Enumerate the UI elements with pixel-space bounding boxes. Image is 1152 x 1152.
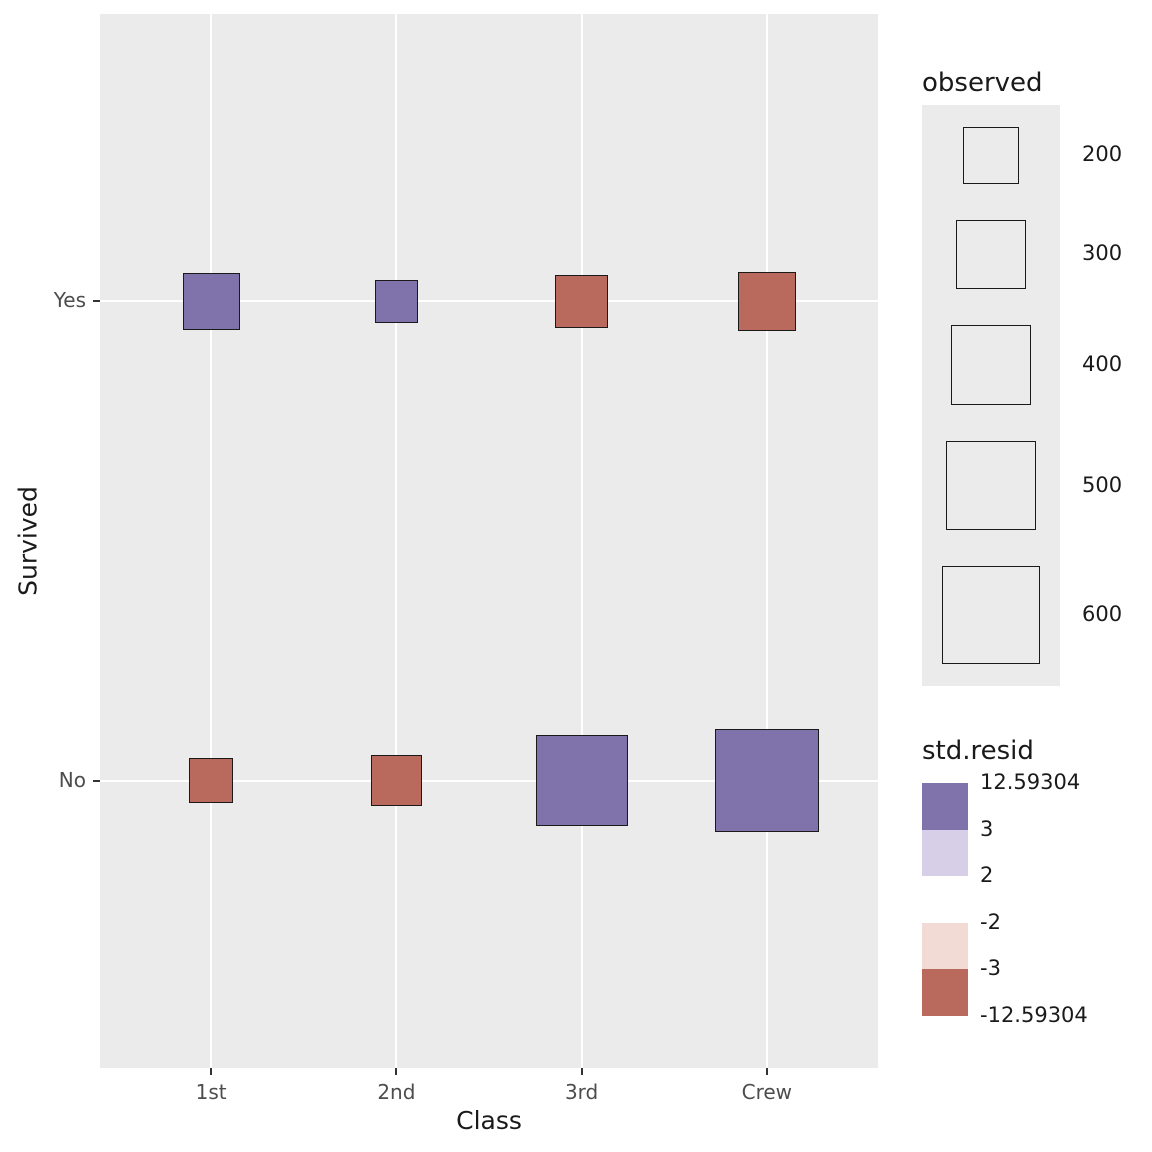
size-legend-label: 400 bbox=[1082, 351, 1123, 376]
fill-legend-segment bbox=[922, 922, 968, 970]
size-legend-label: 600 bbox=[1082, 602, 1123, 627]
plot-square bbox=[535, 734, 628, 827]
x-tick-label: Crew bbox=[741, 1080, 793, 1104]
plot-square bbox=[189, 758, 234, 803]
size-legend-label: 200 bbox=[1082, 142, 1123, 167]
fill-legend-segment bbox=[922, 876, 968, 923]
fill-legend-label: 12.59304 bbox=[980, 770, 1081, 794]
plot-square bbox=[370, 754, 423, 807]
size-legend-key bbox=[962, 127, 1020, 184]
y-tick-label: Yes bbox=[53, 288, 86, 313]
plot-square bbox=[374, 279, 419, 324]
y-gridline bbox=[100, 779, 878, 782]
size-legend-label: 500 bbox=[1082, 472, 1123, 497]
size-legend-label: 300 bbox=[1082, 241, 1123, 266]
y-tick-label: No bbox=[58, 767, 86, 792]
fill-legend-label: 3 bbox=[980, 816, 994, 841]
x-gridline bbox=[580, 14, 583, 1068]
y-tick-mark bbox=[93, 779, 100, 782]
x-tick-label: 2nd bbox=[377, 1080, 416, 1104]
plot-square bbox=[737, 272, 796, 331]
plot-panel bbox=[100, 14, 878, 1068]
fill-legend-label: 2 bbox=[980, 863, 994, 888]
size-legend-key bbox=[951, 324, 1031, 405]
x-tick-mark bbox=[580, 1068, 583, 1075]
plot-square bbox=[554, 274, 609, 329]
size-legend-key bbox=[946, 440, 1036, 531]
y-gridline bbox=[100, 300, 878, 303]
y-axis-title: Survived bbox=[13, 486, 43, 596]
plot-square bbox=[714, 728, 819, 833]
fill-legend-label: -2 bbox=[980, 909, 1001, 934]
x-axis-title: Class bbox=[456, 1106, 522, 1135]
x-gridline bbox=[210, 14, 213, 1068]
x-tick-mark bbox=[210, 1068, 213, 1075]
x-gridline bbox=[395, 14, 398, 1068]
x-tick-mark bbox=[395, 1068, 398, 1075]
fill-legend-segment bbox=[922, 969, 968, 1016]
x-gridline bbox=[765, 14, 768, 1068]
x-tick-label: 3rd bbox=[564, 1080, 599, 1104]
fill-legend-segment bbox=[922, 829, 968, 877]
fill-legend-label: -3 bbox=[980, 956, 1001, 981]
fill-legend-label: -12.59304 bbox=[980, 1003, 1088, 1027]
fill-legend-segment bbox=[922, 783, 968, 830]
size-legend-title: observed bbox=[922, 68, 1043, 98]
fill-legend-title: std.resid bbox=[922, 736, 1034, 766]
size-legend-key bbox=[956, 219, 1026, 289]
size-legend-key bbox=[942, 566, 1040, 665]
x-tick-mark bbox=[765, 1068, 768, 1075]
plot-square bbox=[182, 272, 240, 330]
x-tick-label: 1st bbox=[195, 1080, 227, 1104]
size-legend-background bbox=[922, 105, 1060, 687]
y-tick-mark bbox=[93, 300, 100, 303]
